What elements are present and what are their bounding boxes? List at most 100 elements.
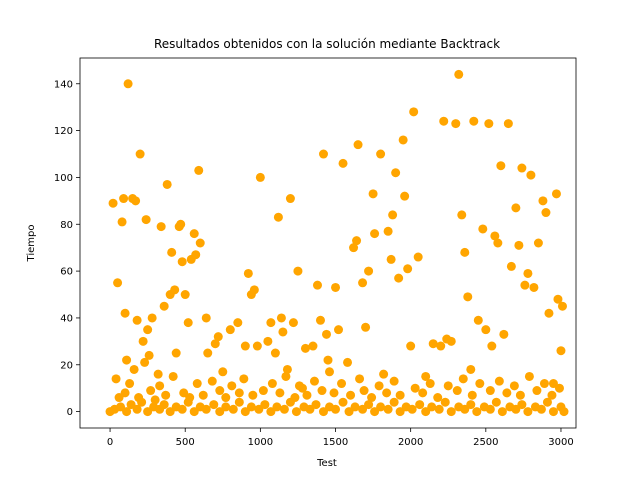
data-point bbox=[167, 247, 177, 257]
data-point bbox=[383, 226, 393, 236]
data-point bbox=[433, 393, 443, 403]
data-point bbox=[108, 198, 118, 208]
data-point bbox=[147, 313, 157, 323]
data-point bbox=[403, 264, 413, 274]
data-point bbox=[252, 341, 262, 351]
y-tick-label: 20 bbox=[60, 360, 73, 371]
y-tick-label: 0 bbox=[67, 407, 73, 418]
data-point bbox=[410, 383, 420, 393]
data-point bbox=[170, 285, 180, 295]
data-point bbox=[176, 219, 186, 229]
data-point bbox=[194, 165, 204, 175]
data-point bbox=[395, 390, 405, 400]
data-point bbox=[203, 348, 213, 358]
data-point bbox=[541, 208, 551, 218]
data-point bbox=[285, 194, 295, 204]
data-point bbox=[364, 400, 374, 410]
data-point bbox=[409, 107, 419, 117]
data-point bbox=[218, 367, 228, 377]
data-point bbox=[551, 189, 561, 199]
data-point bbox=[198, 390, 208, 400]
data-point bbox=[123, 79, 133, 89]
data-point bbox=[131, 196, 141, 206]
data-point bbox=[132, 404, 142, 414]
data-point bbox=[209, 400, 219, 410]
y-tick-label: 140 bbox=[54, 79, 73, 90]
y-tick-label: 100 bbox=[54, 173, 73, 184]
data-point bbox=[161, 390, 171, 400]
data-point bbox=[361, 322, 371, 332]
data-point bbox=[144, 350, 154, 360]
data-point bbox=[325, 367, 334, 377]
data-point bbox=[359, 386, 369, 396]
data-point bbox=[478, 224, 488, 234]
data-point bbox=[207, 376, 217, 386]
data-point bbox=[506, 261, 516, 271]
data-point bbox=[376, 149, 386, 159]
data-point bbox=[524, 371, 534, 381]
data-point bbox=[389, 397, 399, 407]
data-point bbox=[386, 254, 396, 264]
data-point bbox=[502, 388, 512, 398]
data-point bbox=[557, 301, 567, 311]
data-point bbox=[272, 402, 282, 412]
data-point bbox=[367, 393, 377, 403]
chart-title: Resultados obtenidos con la solución med… bbox=[154, 37, 500, 51]
x-tick-label: 1500 bbox=[323, 437, 348, 448]
data-point bbox=[467, 390, 477, 400]
data-point bbox=[491, 397, 501, 407]
y-axis-label: Tiempo bbox=[26, 225, 37, 263]
data-point bbox=[349, 243, 359, 253]
data-point bbox=[153, 369, 163, 379]
data-point bbox=[302, 390, 312, 400]
data-point bbox=[135, 149, 145, 159]
data-point bbox=[246, 402, 256, 412]
data-point bbox=[434, 404, 444, 414]
data-point bbox=[443, 381, 453, 391]
data-point bbox=[273, 212, 283, 222]
data-point bbox=[270, 348, 280, 358]
data-point bbox=[398, 135, 408, 145]
data-point bbox=[155, 381, 165, 391]
data-point bbox=[234, 388, 244, 398]
data-point bbox=[276, 313, 286, 323]
data-point bbox=[391, 168, 401, 178]
data-point bbox=[293, 266, 303, 276]
data-point bbox=[542, 397, 552, 407]
data-point bbox=[533, 238, 543, 248]
data-point bbox=[494, 376, 504, 386]
data-point bbox=[547, 390, 557, 400]
x-tick-label: 2000 bbox=[398, 437, 423, 448]
data-point bbox=[446, 407, 456, 417]
data-point bbox=[168, 371, 178, 381]
data-point bbox=[496, 161, 506, 171]
data-point bbox=[260, 400, 270, 410]
data-point bbox=[243, 268, 253, 278]
data-point bbox=[171, 348, 181, 358]
data-point bbox=[346, 390, 356, 400]
data-point bbox=[122, 355, 132, 365]
data-point bbox=[379, 369, 389, 379]
data-point bbox=[258, 386, 268, 396]
plot-frame bbox=[79, 57, 577, 429]
data-point bbox=[511, 203, 521, 213]
data-point bbox=[228, 404, 238, 414]
data-point bbox=[529, 282, 539, 292]
points-layer bbox=[105, 69, 569, 417]
data-point bbox=[394, 273, 404, 283]
data-point bbox=[463, 292, 473, 302]
y-tick-label: 40 bbox=[60, 313, 73, 324]
data-point bbox=[355, 374, 365, 384]
data-point bbox=[177, 404, 187, 414]
data-point bbox=[517, 400, 527, 410]
data-point bbox=[370, 229, 380, 239]
data-point bbox=[233, 318, 243, 328]
data-point bbox=[278, 327, 288, 337]
data-point bbox=[466, 400, 476, 410]
data-point bbox=[255, 172, 265, 182]
data-point bbox=[300, 343, 310, 353]
data-point bbox=[338, 158, 348, 168]
data-point bbox=[407, 404, 417, 414]
x-tick-label: 500 bbox=[176, 437, 195, 448]
data-point bbox=[129, 364, 139, 374]
